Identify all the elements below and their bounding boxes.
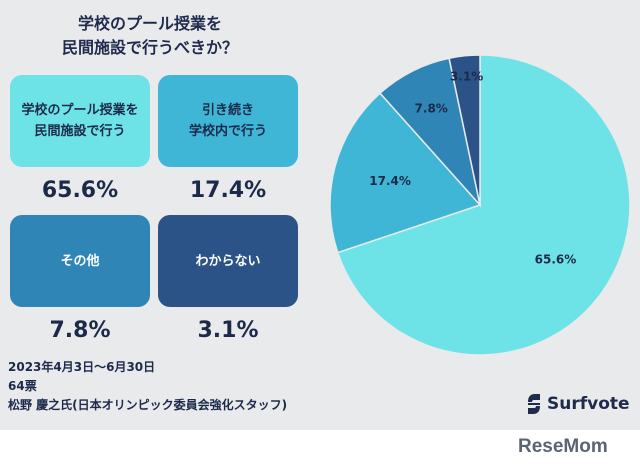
legend-card-public-facility: 学校のプール授業を 民間施設で行う	[10, 75, 150, 167]
survey-period: 2023年4月3日〜6月30日	[8, 360, 156, 374]
pie-slice-unknown	[448, 54, 481, 206]
pie-slice-other-label: 7.8%	[415, 102, 448, 116]
pie-slice-school-label: 17.4%	[369, 174, 411, 188]
legend-pct-other: 7.8%	[49, 318, 111, 343]
legend-pct-unknown: 3.1%	[197, 318, 259, 343]
pie-slices	[329, 54, 631, 356]
title-line-2: 民間施設で行うべきか？	[61, 38, 238, 57]
pie-slice-labels: 65.6% 17.4% 7.8% 3.1%	[369, 70, 576, 267]
pie-slice-public-facility-label: 65.6%	[535, 252, 577, 266]
legend-card-other: その他	[10, 215, 150, 307]
vote-count: 64票	[8, 379, 37, 393]
legend-card-school: 引き続き 学校内で行う	[158, 75, 298, 167]
surfvote-logo-icon	[528, 394, 540, 414]
pie-slice-school	[329, 92, 482, 254]
legend-card-unknown: わからない	[158, 215, 298, 307]
survey-info: 2023年4月3日〜6月30日 64票 松野 慶之氏(日本オリンピック委員会強化…	[8, 358, 287, 415]
legend-pct-public-facility: 65.6%	[41, 178, 119, 203]
surfvote-logo-text: Surfvote	[547, 394, 630, 414]
pie-slice-public-facility	[336, 54, 631, 356]
pie-chart: 65.6% 17.4% 7.8% 3.1%	[329, 54, 631, 356]
title-line-1: 学校のプール授業を	[77, 14, 222, 33]
survey-author: 松野 慶之氏(日本オリンピック委員会強化スタッフ)	[8, 398, 288, 412]
legend-pct-school: 17.4%	[189, 178, 267, 203]
pie-slice-unknown-label: 3.1%	[450, 70, 483, 84]
chart-title: 学校のプール授業を 民間施設で行うべきか？	[0, 12, 300, 60]
resemom-watermark: ReseMom	[518, 436, 608, 457]
surfvote-logo: Surfvote	[526, 392, 630, 416]
